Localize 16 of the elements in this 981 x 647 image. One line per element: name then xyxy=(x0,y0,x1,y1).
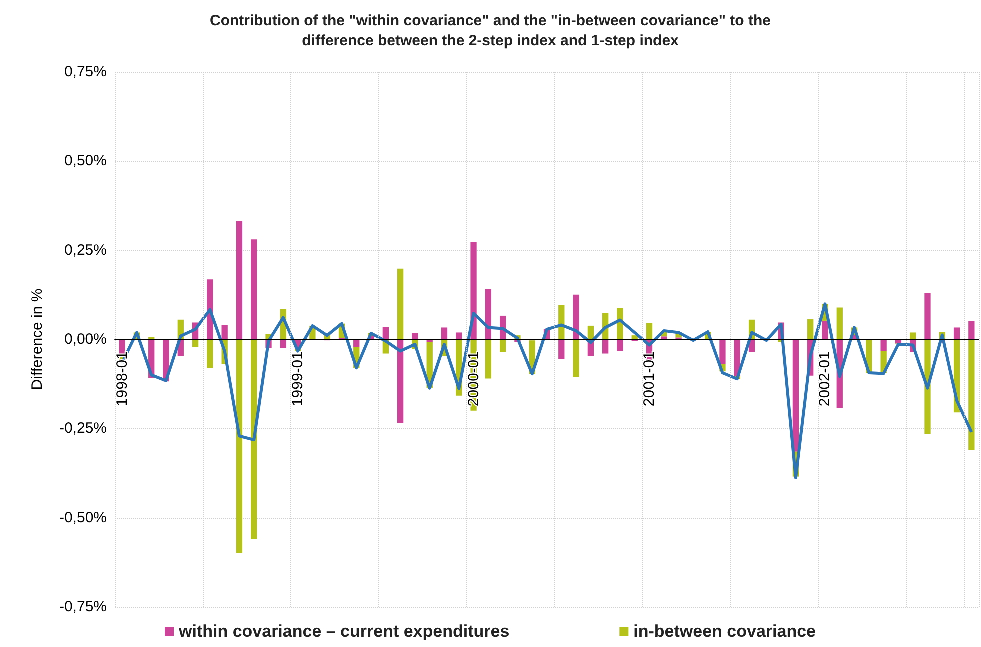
x-tick-label: 2002-01 xyxy=(816,352,834,407)
y-tick-label: 0,75% xyxy=(64,64,107,80)
y-tick-label: 0,00% xyxy=(64,331,107,348)
y-axis-title: Difference in % xyxy=(29,288,46,390)
y-tick-label: -0,25% xyxy=(59,420,107,438)
y-tick-label: 0,50% xyxy=(64,152,107,170)
x-tick-label: 1999-01 xyxy=(290,352,307,407)
x-tick-label: 2000-01 xyxy=(465,352,482,407)
y-tick-label: -0,75% xyxy=(59,598,107,616)
x-tick-label: 2001-01 xyxy=(641,352,658,407)
y-tick-label: -0,50% xyxy=(59,509,107,526)
legend-label: within covariance – current expenditures xyxy=(178,622,510,641)
x-tick-label: 1998-01 xyxy=(114,352,131,407)
y-tick-label: 0,25% xyxy=(64,242,107,259)
legend-label: in-between covariance xyxy=(634,622,816,641)
chart-title: Contribution of the "within covariance" and the "in-between covariance" to the difference between the 2-step index and 1-step index xyxy=(210,12,772,50)
